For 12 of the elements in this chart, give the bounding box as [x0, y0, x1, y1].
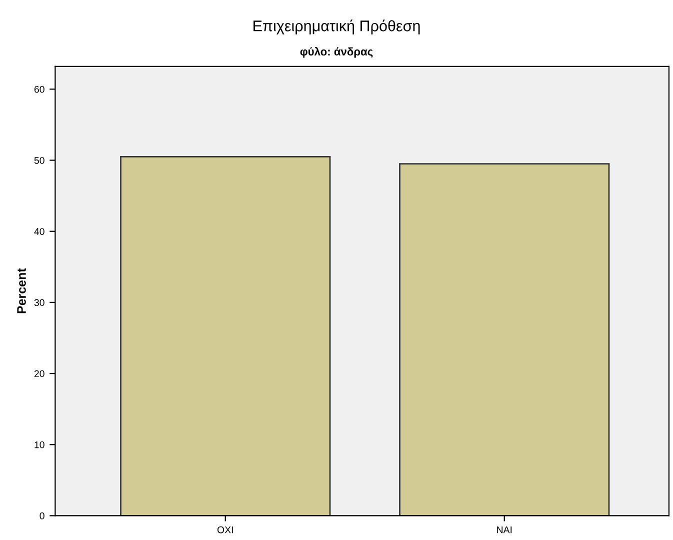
y-tick-label: 60	[34, 86, 44, 93]
chart-title: Επιχειρηματική Πρόθεση	[254, 20, 420, 34]
y-tick-label: 30	[34, 299, 44, 306]
y-axis-title: Percent	[17, 268, 26, 314]
chart-subtitle: φύλο: άνδρας	[300, 47, 373, 58]
x-tick-label: ΟΧΙ	[217, 526, 233, 534]
y-tick-label: 10	[34, 441, 44, 448]
y-tick-label: 50	[34, 156, 44, 164]
y-tick-label: 40	[34, 228, 44, 235]
x-tick-label: ΝΑΙ	[497, 526, 512, 534]
y-tick-label: 0	[40, 512, 44, 520]
y-tick-label: 20	[34, 370, 44, 378]
